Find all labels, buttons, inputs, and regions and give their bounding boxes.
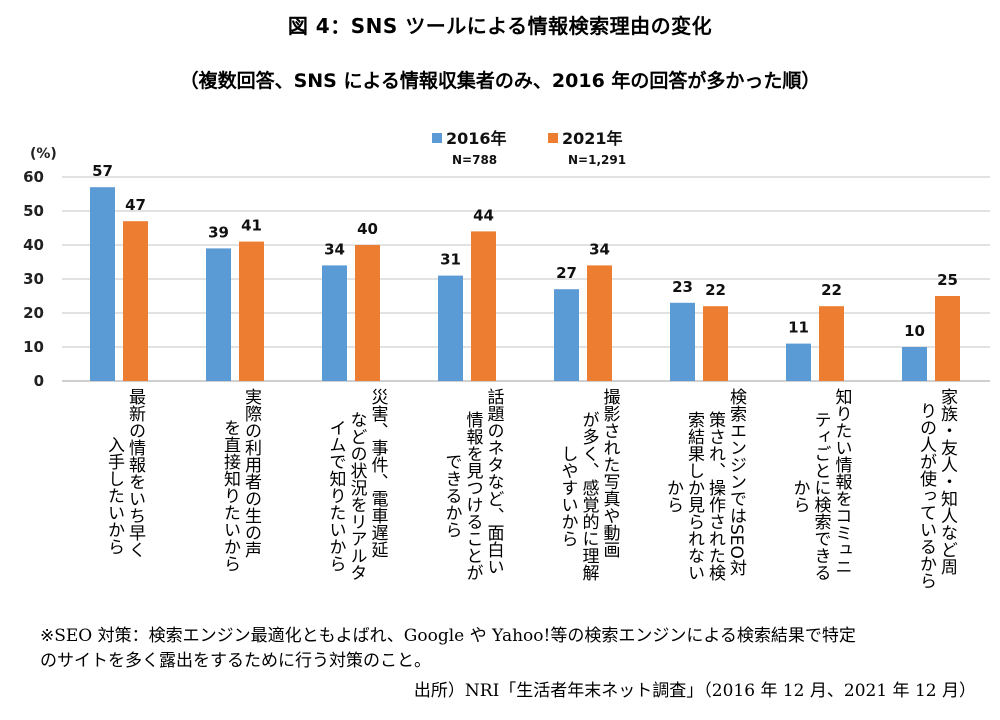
category-label-line: 入手したいから: [104, 436, 124, 555]
category-label-line: 災害、事件、電車遅延: [367, 388, 388, 558]
bar-2016年: [670, 302, 695, 381]
data-label: 34: [589, 240, 610, 258]
data-label: 39: [208, 223, 229, 241]
category-label-line: 撮影された写真や動画: [599, 388, 620, 558]
bar-2021年: [587, 265, 612, 381]
category-label: 話題のネタなど、面白い 情報を見つけることが できるから: [441, 388, 504, 603]
category-labels: 最新の情報をいち早く 入手したいから 実際の利用者の生の声 を直接知りたいから 災害、事…: [0, 388, 1000, 608]
legend-label: 2021年: [562, 129, 623, 148]
legend-label: 2016年: [446, 129, 507, 148]
data-label: 22: [705, 281, 726, 299]
bar-2016年: [322, 265, 347, 381]
category-label-line: から: [789, 478, 810, 513]
data-label: 22: [821, 281, 842, 299]
legend-n: N=788: [452, 153, 497, 167]
legend-swatch: [548, 133, 558, 143]
y-tick-label: 10: [23, 338, 44, 356]
footnote-line-2: のサイトを多く露出をするために行う対策のこと。: [40, 651, 431, 671]
category-label-line: 知りたい情報をコミュニ: [831, 388, 852, 575]
category-label-line: などの状況をリアルタ: [346, 410, 367, 581]
category-label-line: 情報を見つけることが: [462, 410, 483, 581]
category-label-line: 策され、操作された検: [705, 410, 725, 581]
y-tick-label: 40: [23, 236, 44, 254]
bar-2016年: [90, 187, 115, 381]
bar-2021年: [819, 306, 844, 381]
category-label-line: 検索エンジンではSEO対: [726, 388, 746, 576]
source-note: 出所）NRI「生活者年末ネット調査」（2016 年 12 月、2021 年 12…: [413, 681, 976, 701]
category-label-line: 話題のネタなど、面白い: [483, 388, 504, 575]
data-label: 40: [357, 220, 378, 238]
y-tick-label: 30: [23, 270, 44, 288]
data-label: 57: [92, 162, 113, 180]
bar-2016年: [438, 275, 463, 381]
footnote: ※SEO 対策：検索エンジン最適化ともよばれ、Google や Yahoo!等の…: [40, 624, 990, 674]
category-label-line: イムで知りたいから: [325, 419, 346, 572]
category-label-line: できるから: [441, 453, 462, 538]
category-label-line: 家族・友人・知人など周: [937, 388, 957, 575]
category-label-line: 索結果しか見られない: [684, 410, 704, 581]
y-tick-label: 0: [34, 372, 44, 390]
category-label-line: しやすいから: [557, 444, 578, 547]
data-label: 27: [556, 264, 577, 282]
footnote-line-1: ※SEO 対策：検索エンジン最適化ともよばれ、Google や Yahoo!等の…: [40, 626, 856, 646]
gridlines: [62, 176, 990, 382]
bar-2021年: [123, 221, 148, 381]
category-label-line: りの人が使っているから: [916, 402, 936, 589]
category-label-line: が多く、感覚的に理解: [578, 410, 599, 581]
y-axis-ticks: 0 10 20 30 40 50 60: [23, 168, 44, 390]
chart-title: 図 4：SNS ツールによる情報検索理由の変化: [287, 14, 713, 38]
category-label-line: 最新の情報をいち早く: [125, 388, 145, 558]
bar-2021年: [471, 231, 496, 381]
data-label: 25: [937, 271, 958, 289]
data-label: 44: [473, 206, 494, 224]
data-label: 34: [324, 240, 345, 258]
legend-n: N=1,291: [568, 153, 626, 167]
bar-2021年: [239, 241, 264, 381]
category-label: 知りたい情報をコミュニ ティごとに検索できる から: [789, 388, 852, 603]
category-label-line: を直接知りたいから: [220, 419, 240, 572]
data-label: 47: [125, 196, 146, 214]
category-label-line: 実際の利用者の生の声: [241, 388, 261, 558]
bar-2021年: [935, 296, 960, 381]
bar-chart: 0 10 20 30 40 50 60 (%) 2016年 N=788 2021年 N=1,291…: [23, 129, 990, 390]
bar-2016年: [206, 248, 231, 381]
category-label: 災害、事件、電車遅延 などの状況をリアルタ イムで知りたいから: [325, 388, 388, 603]
data-label: 11: [788, 319, 809, 337]
category-label: 実際の利用者の生の声 を直接知りたいから: [219, 388, 261, 603]
legend: 2016年 N=788 2021年 N=1,291: [432, 129, 626, 167]
y-axis-unit: (%): [30, 146, 57, 162]
bar-2016年: [554, 289, 579, 381]
data-labels: 57 47 39 41 34 40 31 44 27 34 23 22 11 22 10 25: [92, 162, 958, 340]
y-tick-label: 50: [23, 202, 44, 220]
data-label: 23: [672, 278, 693, 296]
bars: [90, 187, 960, 381]
category-label: 検索エンジンではSEO対 策され、操作された検 索結果しか見られない から: [662, 388, 746, 603]
y-tick-label: 60: [23, 168, 44, 186]
y-tick-label: 20: [23, 304, 44, 322]
bar-2016年: [786, 343, 811, 381]
data-label: 41: [241, 217, 262, 235]
category-label: 最新の情報をいち早く 入手したいから: [103, 388, 145, 603]
data-label: 31: [440, 251, 461, 269]
data-label: 10: [904, 322, 925, 340]
category-label-line: から: [663, 478, 683, 513]
category-label-line: ティごとに検索できる: [810, 410, 831, 581]
legend-swatch: [432, 133, 442, 143]
category-label: 撮影された写真や動画 が多く、感覚的に理解 しやすいから: [557, 388, 620, 603]
chart-subtitle: （複数回答、SNS による情報収集者のみ、2016 年の回答が多かった順）: [179, 70, 821, 92]
bar-2021年: [355, 245, 380, 381]
bar-2021年: [703, 306, 728, 381]
category-label: 家族・友人・知人など周 りの人が使っているから: [915, 388, 957, 603]
bar-2016年: [902, 347, 927, 381]
